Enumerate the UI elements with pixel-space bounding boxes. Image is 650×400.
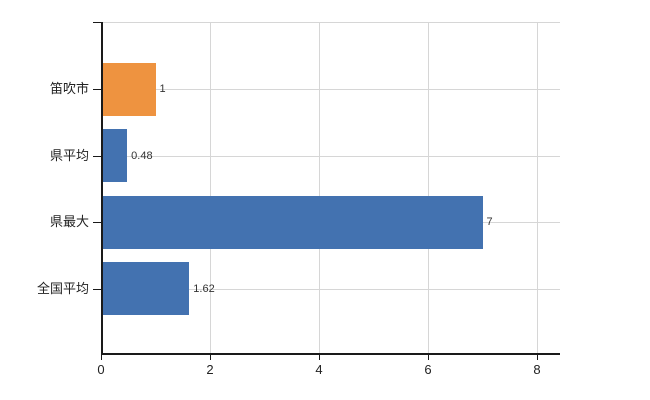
x-axis-tick [319,354,320,360]
vertical-gridline [319,22,320,353]
x-tick-label: 4 [315,362,323,377]
vertical-gridline [428,22,429,353]
vertical-gridline [537,22,538,353]
bar-value-label: 1.62 [193,282,215,295]
bar-3 [101,195,483,249]
category-label: 県平均 [49,147,89,163]
x-tick-label: 8 [533,362,541,377]
horizontal-gridline [101,89,560,90]
x-axis-tick [101,354,102,360]
x-tick-label: 0 [97,362,105,377]
bar-2 [101,129,128,182]
y-axis-line [101,22,103,353]
bar-value-label: 0.48 [131,149,153,162]
bar-4 [101,262,190,315]
y-axis-tick [93,288,101,290]
category-label: 県最大 [49,214,89,229]
y-axis-tick [93,89,101,90]
x-axis-tick [428,354,429,360]
x-axis-line [101,353,560,355]
x-tick-label: 2 [206,362,214,377]
x-axis-tick [537,354,538,360]
y-axis-top-tick [93,22,101,23]
x-axis-tick [210,354,211,360]
category-label: 笛吹市 [49,81,89,96]
category-label: 全国平均 [36,280,89,296]
horizontal-gridline [101,288,560,290]
x-tick-label: 6 [424,362,432,377]
plot-top-gridline [101,22,560,23]
y-axis-tick [93,222,101,223]
y-axis-tick [93,155,101,157]
bar-value-label: 7 [486,216,493,228]
horizontal-gridline [101,155,560,157]
bar-1 [101,62,156,116]
vertical-gridline [210,22,211,353]
bar-value-label: 1 [159,83,166,95]
